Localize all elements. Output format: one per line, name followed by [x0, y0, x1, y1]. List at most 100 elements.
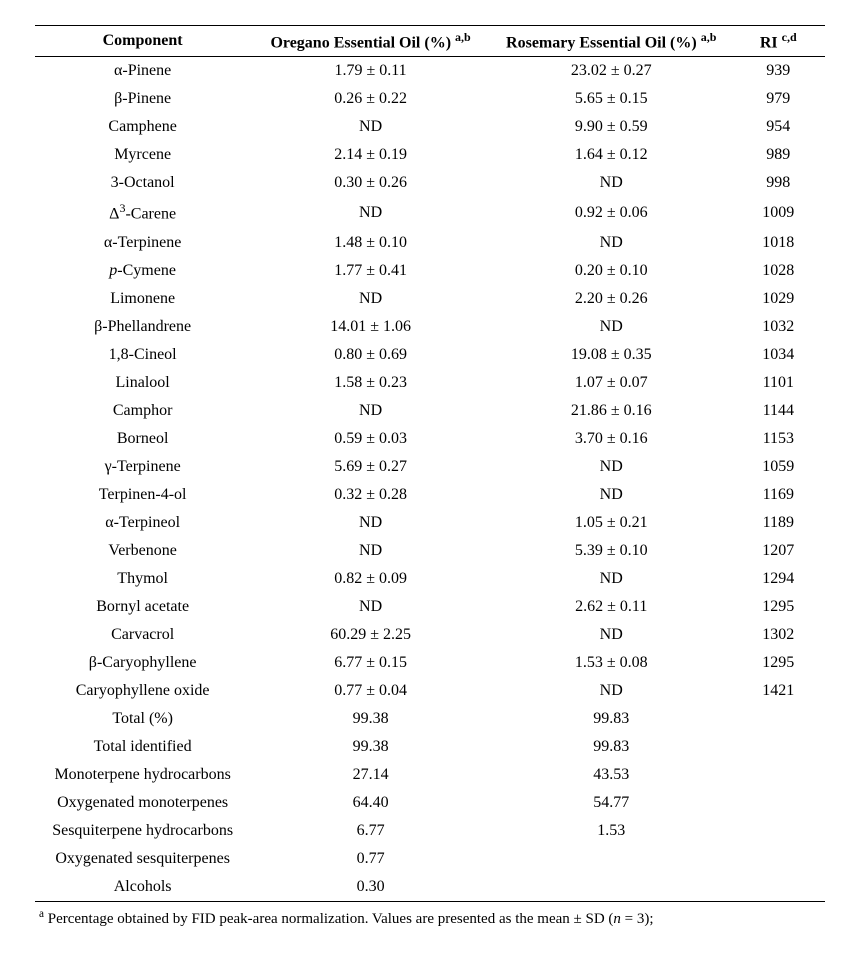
cell-component: Δ3-Carene [35, 197, 250, 228]
cell-component: Borneol [35, 425, 250, 453]
cell-oregano: ND [250, 509, 491, 537]
cell-component: β-Pinene [35, 85, 250, 113]
cell-rosemary: 0.92 ± 0.06 [491, 197, 732, 228]
cell-component: Carvacrol [35, 621, 250, 649]
table-row: p-Cymene1.77 ± 0.410.20 ± 0.101028 [35, 257, 825, 285]
cell-oregano: ND [250, 397, 491, 425]
table-row: LimoneneND2.20 ± 0.261029 [35, 285, 825, 313]
cell-component: β-Caryophyllene [35, 649, 250, 677]
cell-oregano: 0.30 [250, 873, 491, 902]
cell-ri: 939 [732, 57, 825, 86]
cell-ri: 1101 [732, 369, 825, 397]
cell-rosemary: 9.90 ± 0.59 [491, 113, 732, 141]
cell-oregano: 0.30 ± 0.26 [250, 169, 491, 197]
cell-component: Total identified [35, 733, 250, 761]
cell-oregano: 0.32 ± 0.28 [250, 481, 491, 509]
cell-rosemary: ND [491, 621, 732, 649]
cell-oregano: 64.40 [250, 789, 491, 817]
table-row: Borneol0.59 ± 0.033.70 ± 0.161153 [35, 425, 825, 453]
cell-rosemary: 5.65 ± 0.15 [491, 85, 732, 113]
cell-ri: 1294 [732, 565, 825, 593]
table-row: β-Pinene0.26 ± 0.225.65 ± 0.15979 [35, 85, 825, 113]
cell-ri: 1034 [732, 341, 825, 369]
cell-ri: 1295 [732, 593, 825, 621]
cell-component: Caryophyllene oxide [35, 677, 250, 705]
table-row: Carvacrol60.29 ± 2.25ND1302 [35, 621, 825, 649]
table-row: Terpinen-4-ol0.32 ± 0.28ND1169 [35, 481, 825, 509]
cell-rosemary: ND [491, 313, 732, 341]
cell-component: p-Cymene [35, 257, 250, 285]
cell-rosemary: 2.20 ± 0.26 [491, 285, 732, 313]
table-row: 1,8-Cineol0.80 ± 0.6919.08 ± 0.351034 [35, 341, 825, 369]
cell-rosemary: ND [491, 565, 732, 593]
cell-component: Myrcene [35, 141, 250, 169]
cell-rosemary: ND [491, 481, 732, 509]
cell-rosemary: 3.70 ± 0.16 [491, 425, 732, 453]
cell-oregano: 27.14 [250, 761, 491, 789]
cell-rosemary: 0.20 ± 0.10 [491, 257, 732, 285]
cell-ri: 1207 [732, 537, 825, 565]
cell-component: Camphene [35, 113, 250, 141]
cell-rosemary: ND [491, 453, 732, 481]
cell-oregano: ND [250, 197, 491, 228]
cell-component: β-Phellandrene [35, 313, 250, 341]
data-table: ComponentOregano Essential Oil (%) a,bRo… [35, 25, 825, 902]
cell-component: 3-Octanol [35, 169, 250, 197]
cell-oregano: 0.77 ± 0.04 [250, 677, 491, 705]
cell-component: Total (%) [35, 705, 250, 733]
table-header: ComponentOregano Essential Oil (%) a,bRo… [35, 26, 825, 57]
cell-oregano: 14.01 ± 1.06 [250, 313, 491, 341]
cell-oregano: ND [250, 593, 491, 621]
cell-oregano: 0.80 ± 0.69 [250, 341, 491, 369]
cell-oregano: 0.59 ± 0.03 [250, 425, 491, 453]
cell-ri: 1032 [732, 313, 825, 341]
cell-oregano: 99.38 [250, 705, 491, 733]
cell-ri [732, 873, 825, 902]
cell-component: Oxygenated monoterpenes [35, 789, 250, 817]
cell-oregano: 2.14 ± 0.19 [250, 141, 491, 169]
cell-ri: 1059 [732, 453, 825, 481]
table-row: Myrcene2.14 ± 0.191.64 ± 0.12989 [35, 141, 825, 169]
cell-component: γ-Terpinene [35, 453, 250, 481]
cell-oregano: 6.77 [250, 817, 491, 845]
cell-component: Limonene [35, 285, 250, 313]
cell-rosemary: 19.08 ± 0.35 [491, 341, 732, 369]
cell-oregano: 99.38 [250, 733, 491, 761]
cell-ri [732, 733, 825, 761]
column-header-oregano: Oregano Essential Oil (%) a,b [250, 26, 491, 57]
table-row: Oxygenated monoterpenes64.4054.77 [35, 789, 825, 817]
table-row: Monoterpene hydrocarbons27.1443.53 [35, 761, 825, 789]
table-footnote: a Percentage obtained by FID peak-area n… [35, 902, 825, 928]
cell-component: 1,8-Cineol [35, 341, 250, 369]
cell-oregano: 1.48 ± 0.10 [250, 229, 491, 257]
cell-ri: 1018 [732, 229, 825, 257]
table-row: α-Pinene1.79 ± 0.1123.02 ± 0.27939 [35, 57, 825, 86]
table-row: Total identified99.3899.83 [35, 733, 825, 761]
cell-rosemary: 1.64 ± 0.12 [491, 141, 732, 169]
table-row: Δ3-CareneND0.92 ± 0.061009 [35, 197, 825, 228]
cell-ri: 1302 [732, 621, 825, 649]
cell-rosemary: 1.05 ± 0.21 [491, 509, 732, 537]
cell-component: Camphor [35, 397, 250, 425]
column-header-rosemary: Rosemary Essential Oil (%) a,b [491, 26, 732, 57]
cell-ri: 1009 [732, 197, 825, 228]
table-row: CamphorND21.86 ± 0.161144 [35, 397, 825, 425]
cell-component: Bornyl acetate [35, 593, 250, 621]
table-row: Thymol0.82 ± 0.09ND1294 [35, 565, 825, 593]
table-row: Sesquiterpene hydrocarbons6.771.53 [35, 817, 825, 845]
table-row: CampheneND9.90 ± 0.59954 [35, 113, 825, 141]
table-row: VerbenoneND5.39 ± 0.101207 [35, 537, 825, 565]
cell-component: α-Pinene [35, 57, 250, 86]
cell-ri: 1144 [732, 397, 825, 425]
cell-oregano: 0.82 ± 0.09 [250, 565, 491, 593]
cell-component: α-Terpineol [35, 509, 250, 537]
cell-rosemary: 1.07 ± 0.07 [491, 369, 732, 397]
table-row: Linalool1.58 ± 0.231.07 ± 0.071101 [35, 369, 825, 397]
cell-rosemary: 54.77 [491, 789, 732, 817]
cell-rosemary: 1.53 [491, 817, 732, 845]
cell-ri: 954 [732, 113, 825, 141]
cell-rosemary: 1.53 ± 0.08 [491, 649, 732, 677]
cell-rosemary: ND [491, 169, 732, 197]
cell-component: Terpinen-4-ol [35, 481, 250, 509]
cell-oregano: 5.69 ± 0.27 [250, 453, 491, 481]
